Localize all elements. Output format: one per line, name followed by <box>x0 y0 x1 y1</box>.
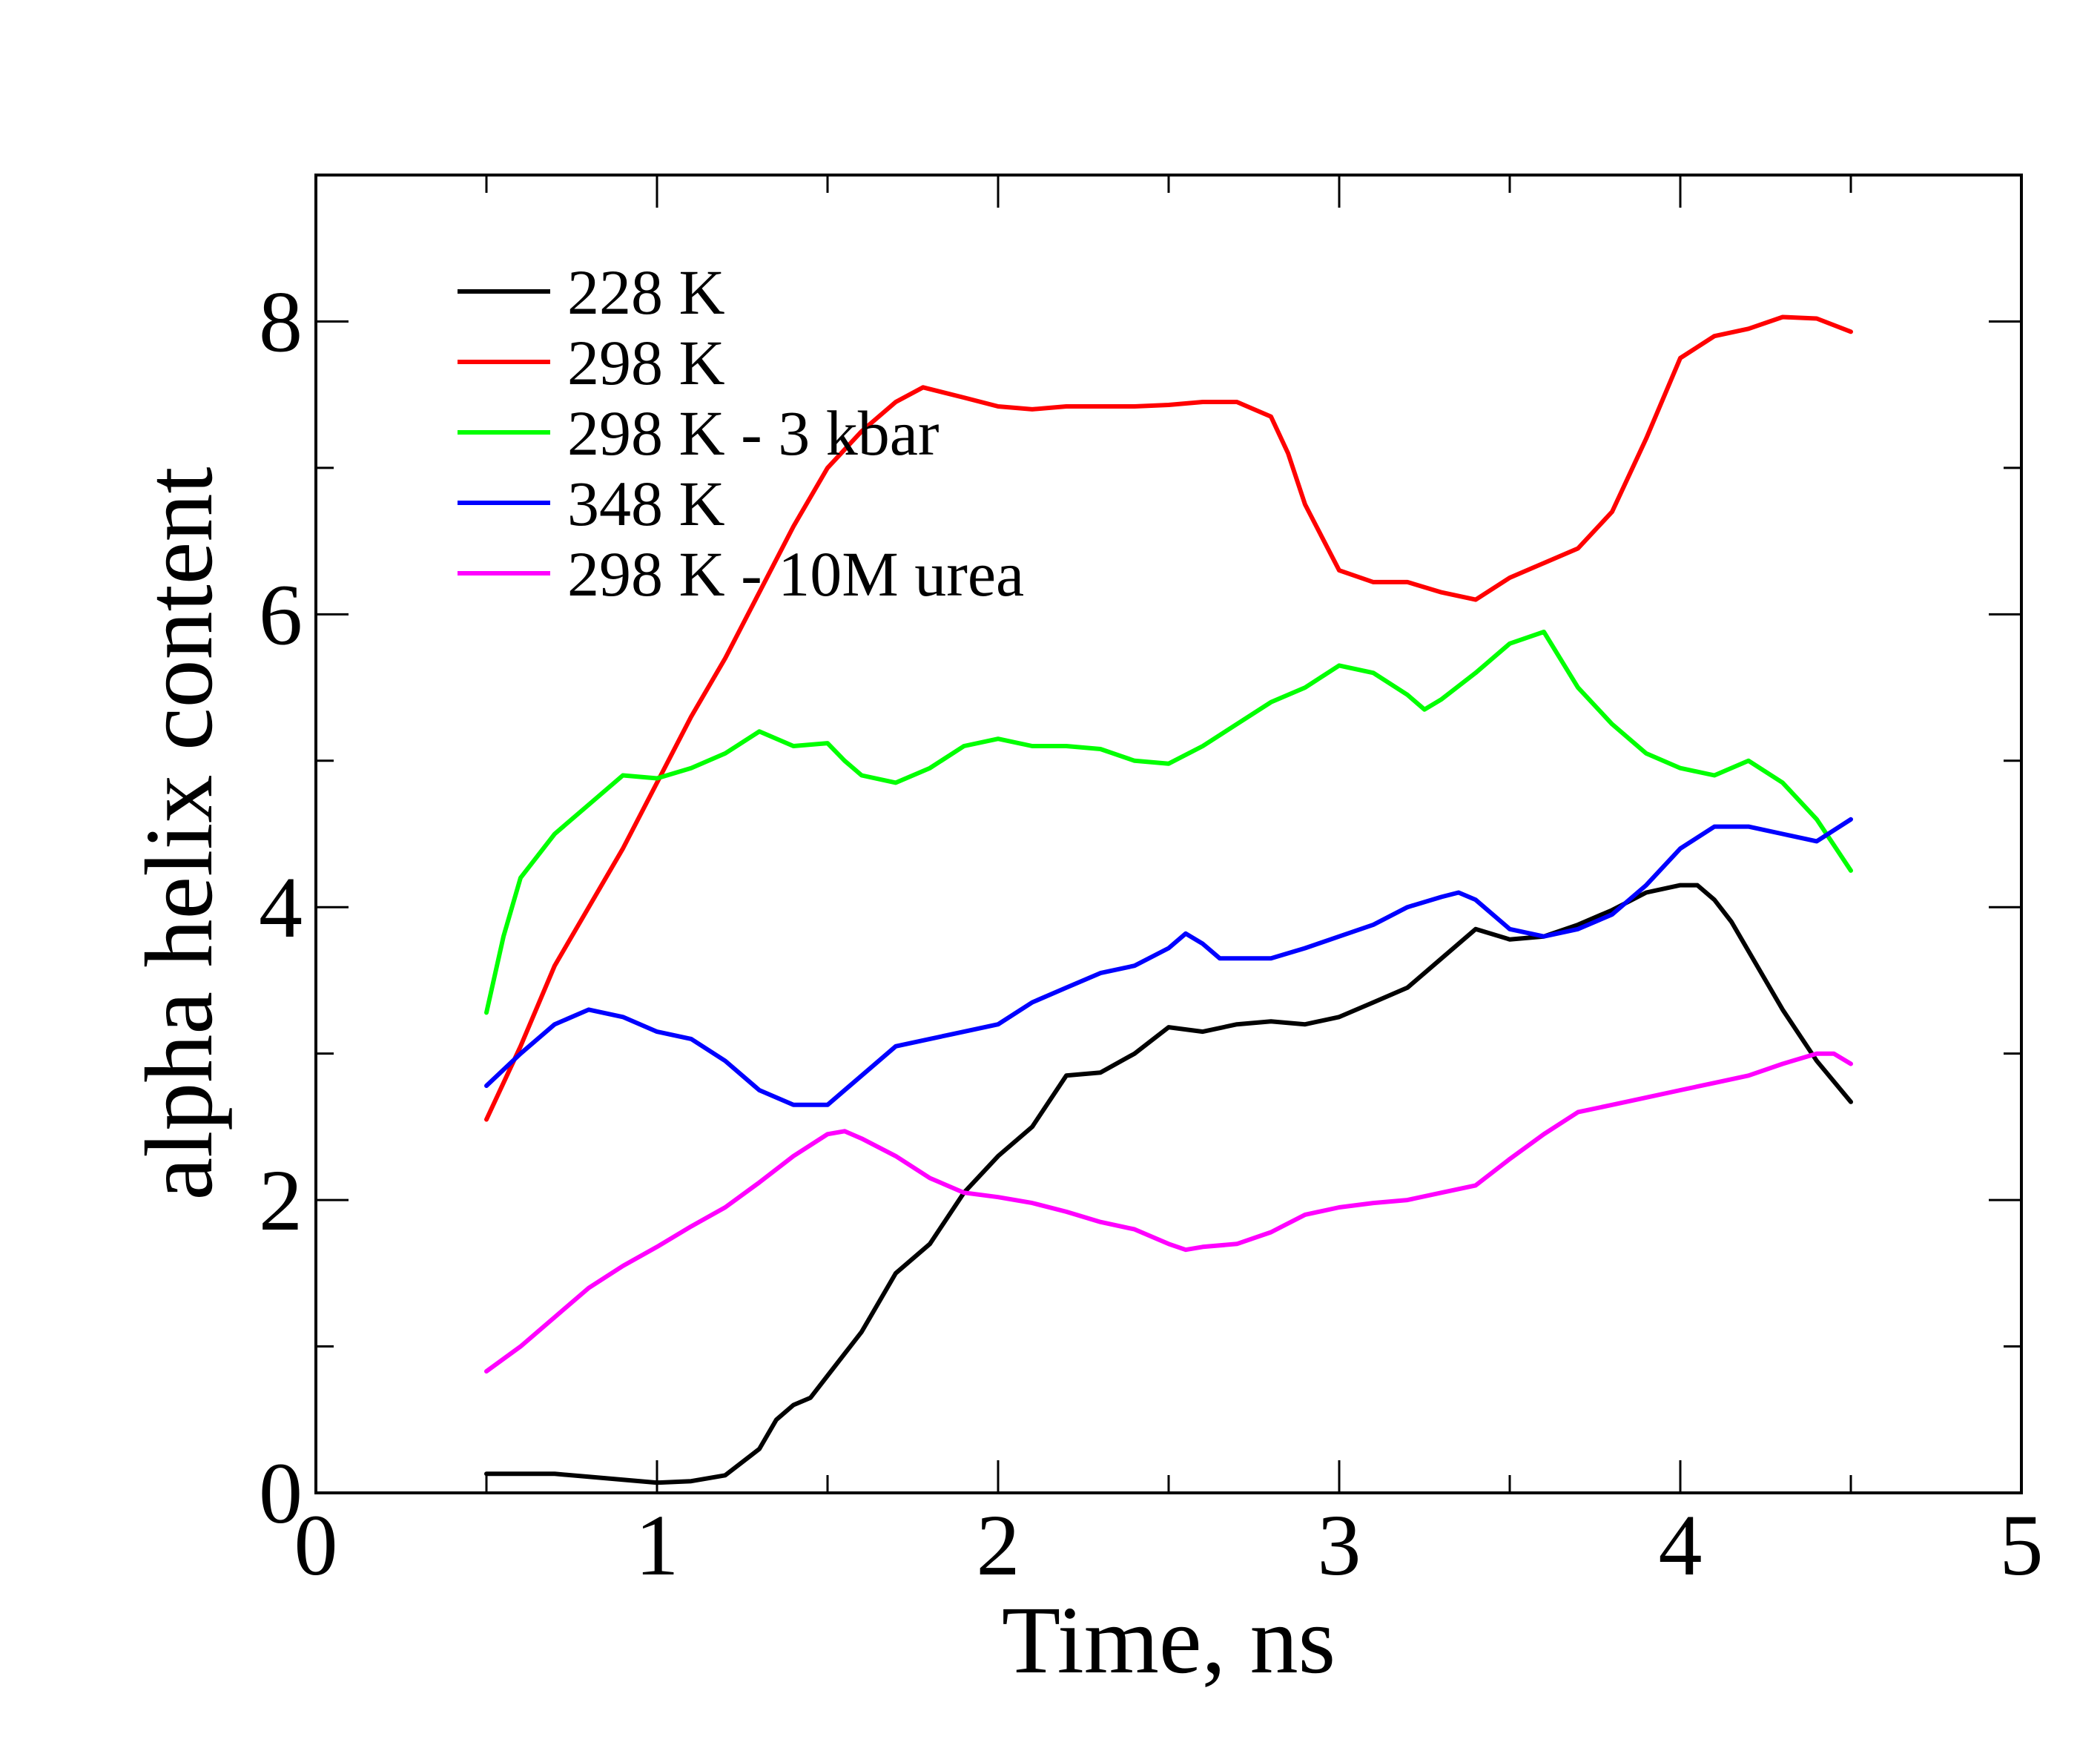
legend-label-3: 348 K <box>567 468 725 539</box>
x-tick-label-4: 4 <box>1659 1497 1703 1594</box>
legend-label-2: 298 K - 3 kbar <box>567 398 940 469</box>
y-axis-title: alpha helix content <box>126 466 233 1200</box>
y-tick-label-1: 2 <box>259 1152 303 1249</box>
x-axis-title: Time, ns <box>1002 1587 1335 1694</box>
series-line-2 <box>484 630 1853 1015</box>
series-layer <box>484 314 1853 1485</box>
legend-label-4: 298 K - 10M urea <box>567 538 1024 610</box>
series-line-1 <box>484 314 1853 1122</box>
legend-label-1: 298 K <box>567 327 725 398</box>
ticks-layer <box>314 175 2023 1494</box>
y-tick-label-4: 8 <box>259 273 303 370</box>
series-line-4 <box>484 1051 1853 1374</box>
tick-labels-layer: 0 1 2 3 4 5 0 2 4 6 8 <box>259 273 2044 1594</box>
x-tick-label-5: 5 <box>2000 1497 2044 1594</box>
series-line-0 <box>484 883 1853 1485</box>
y-tick-label-0: 0 <box>259 1445 303 1542</box>
x-tick-label-3: 3 <box>1318 1497 1361 1594</box>
x-tick-label-2: 2 <box>977 1497 1020 1594</box>
series-line-3 <box>484 817 1853 1107</box>
x-tick-label-0: 0 <box>294 1497 338 1594</box>
legend-label-0: 228 K <box>567 257 725 328</box>
y-tick-label-3: 6 <box>259 566 303 663</box>
y-tick-label-2: 4 <box>259 859 303 956</box>
x-tick-label-1: 1 <box>635 1497 679 1594</box>
